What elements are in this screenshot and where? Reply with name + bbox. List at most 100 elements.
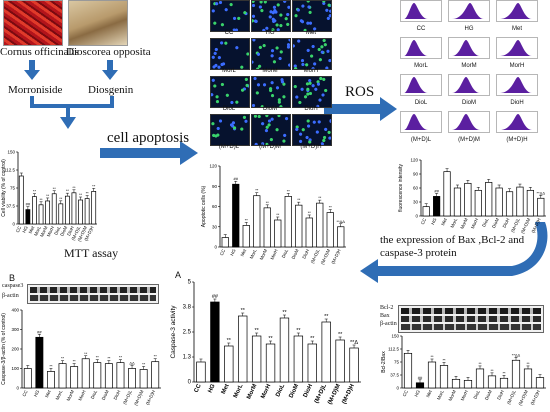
micro-label: (M+D)L — [218, 144, 240, 150]
significance-mark: ** — [526, 361, 530, 366]
bar — [295, 204, 303, 248]
significance-mark: ** — [142, 361, 146, 366]
apoptosis-label: cell apoptosis — [107, 130, 190, 146]
flow-label: Met — [511, 26, 522, 32]
bar — [305, 217, 313, 248]
bar — [25, 209, 31, 225]
micro-tile — [292, 114, 332, 146]
bar — [321, 321, 331, 383]
cornus-photo — [3, 0, 63, 46]
micro-tile — [292, 76, 332, 108]
flow-label: MorH — [509, 63, 525, 69]
y-tick-label: 90 — [413, 172, 419, 177]
bar — [475, 368, 485, 389]
bar — [433, 196, 441, 217]
bar — [451, 378, 461, 389]
micro-label: DioL — [222, 106, 236, 112]
significance-mark: ** — [66, 188, 70, 193]
category-label: MorL — [436, 389, 445, 401]
y-tick-label: 0 — [214, 245, 217, 250]
y-tick-label: 60 — [413, 186, 419, 191]
significance-mark: ** — [490, 368, 494, 373]
category-label: CC — [15, 225, 23, 234]
y-tick-label: 2.5 — [183, 330, 192, 336]
category-label: (M+D)M — [133, 389, 145, 406]
category-label: DioL — [281, 248, 290, 259]
category-label: MorM — [66, 389, 75, 402]
category-label: HG — [207, 383, 216, 394]
bar — [78, 199, 83, 225]
bar — [307, 343, 317, 383]
bar — [537, 197, 545, 217]
significance-mark: ** — [49, 363, 53, 368]
y-tick-label: 120 — [410, 158, 418, 163]
significance-mark: ** — [266, 200, 270, 205]
significance-mark: ** — [46, 193, 50, 198]
category-label: DioM — [59, 225, 68, 237]
y-axis-label: Caspase-3 activity — [170, 305, 177, 359]
bar — [337, 226, 345, 248]
category-label: MorH — [260, 383, 272, 399]
micro-label: DioH — [304, 106, 318, 112]
bar — [93, 362, 102, 389]
arrow-cornus-down — [24, 60, 40, 80]
category-label: DioH — [496, 389, 505, 400]
category-label: CC — [420, 217, 428, 226]
flow-histogram — [448, 37, 490, 59]
bar — [284, 196, 292, 248]
category-label: CC — [21, 389, 29, 398]
significance-mark: ** — [324, 314, 329, 320]
category-label: HG — [430, 217, 438, 226]
bar — [326, 212, 334, 248]
y-tick-label: 112.5 — [4, 168, 15, 173]
category-label: DioL — [472, 389, 481, 400]
y-tick-label: 0 — [415, 214, 418, 219]
bar — [415, 382, 425, 389]
significance-mark: ** — [119, 355, 123, 360]
category-label: DioM — [289, 383, 301, 399]
blot-bax-label-0: Bcl-2 — [380, 305, 394, 311]
bar — [464, 182, 472, 217]
category-label: (M+D)L — [314, 383, 328, 404]
y-tick-label: 30 — [212, 224, 218, 229]
panel-letter-a: A — [175, 270, 182, 280]
significance-mark: ** — [86, 191, 90, 196]
arrow-compounds-merge — [30, 96, 114, 129]
significance-mark: ΔΔ — [129, 361, 135, 366]
significance-mark: ** — [442, 357, 446, 362]
significance-mark: ** — [39, 197, 43, 202]
micro-label: Met — [305, 30, 316, 36]
mtt-label: MTT assay — [64, 246, 119, 260]
y-tick-label: 90 — [212, 184, 218, 189]
flow-label: DioL — [414, 100, 428, 106]
category-label: Met — [44, 389, 52, 399]
significance-mark: ** — [478, 361, 482, 366]
y-tick-label: 37.5 — [6, 204, 15, 209]
y-tick-label: 5 — [188, 280, 192, 286]
y-tick-label: 37.5 — [390, 373, 399, 378]
bar — [487, 375, 497, 389]
blot-bax-label-2: β-actin — [380, 321, 397, 327]
bar — [238, 315, 248, 383]
significance-mark: ** — [72, 185, 76, 190]
significance-mark: ** — [430, 354, 434, 359]
category-label: DioL — [481, 217, 490, 228]
bar — [35, 336, 44, 389]
category-label: DioH — [66, 225, 75, 236]
category-label: MorL — [55, 389, 64, 401]
ros-chart: 0 30 60 90 120 fluorescence intensity CC ## HG Me… — [398, 158, 546, 234]
flow-histogram — [496, 37, 538, 59]
y-tick-label: 30 — [413, 200, 419, 205]
category-label: Met — [28, 225, 36, 235]
category-label: HG — [33, 389, 41, 398]
category-label: (M+D)L — [122, 389, 133, 405]
category-label: MorH — [77, 389, 86, 401]
blot-b-label-0: caspase3 — [2, 283, 24, 289]
category-label: DioM — [101, 389, 110, 401]
flow-label: (M+D)L — [410, 137, 432, 143]
category-label: (M+D)H — [530, 389, 541, 406]
category-label: MorH — [46, 225, 55, 237]
western-blot-b — [27, 284, 159, 304]
flow-histogram — [400, 37, 442, 59]
